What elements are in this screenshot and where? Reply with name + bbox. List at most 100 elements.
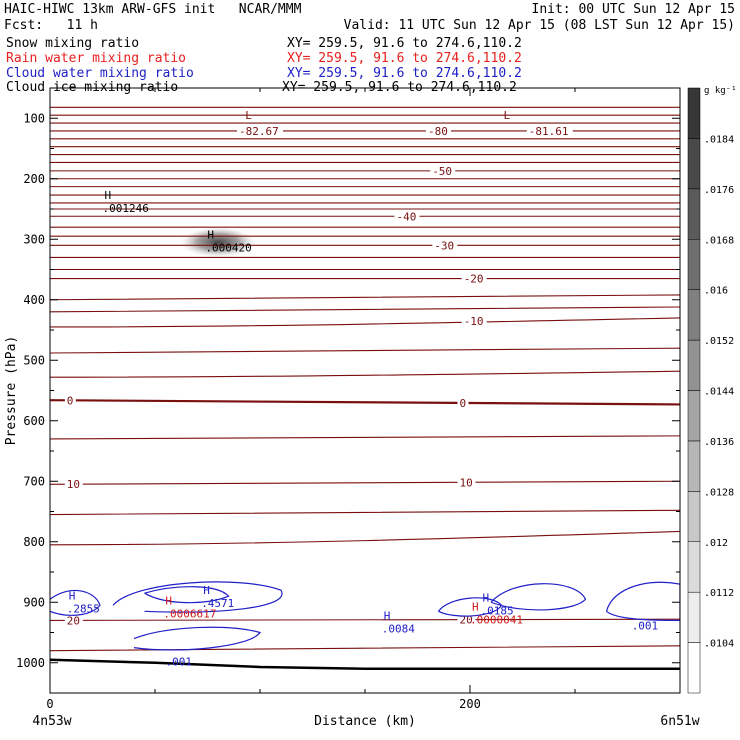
extremum-mark: H [384,609,391,622]
x-axis-label: Distance (km) [314,714,416,729]
snow-maximum-shading [180,227,256,258]
colorbar-bin [687,339,701,391]
isotherm-label: 10 [460,476,473,489]
colorbar-bin [687,87,701,139]
extremum-mark: H [203,584,210,597]
isotherm-label-bg [64,478,83,491]
field-xy-rain: XY= 259.5, 91.6 to 274.6,110.2 [287,51,522,66]
isotherm-line [50,618,680,621]
cloud-water-contour [144,586,230,604]
colorbar-label: .0176 [704,185,734,196]
isotherm-label: -10 [464,315,484,328]
extremum-mark: H [483,591,490,604]
y-tick-label: 600 [23,414,45,428]
field-name-snow: Snow mixing ratio [6,36,140,51]
y-tick-label: 100 [23,111,45,125]
cloud-water-contour [605,581,680,621]
colorbar-label: .0112 [704,588,734,599]
colorbar-unit: g kg⁻¹ [704,86,737,96]
cloud-water-contour [133,626,261,651]
isotherm-line [50,347,680,354]
colorbar-label: .0104 [704,639,734,650]
isotherm-label-bg [461,272,487,285]
y-tick-label: 200 [23,172,45,186]
colorbar-bin [687,188,701,240]
endpoint-right-label: 6n51w [660,714,699,729]
colorbar-bin [687,541,701,593]
extremum-mark: H [165,594,172,607]
colorbar-label: .012 [704,538,728,549]
extremum-mark: H [207,228,214,241]
y-tick-label: 400 [23,293,45,307]
cloud-water-contour [50,589,101,616]
cloud-water-contour [112,581,283,613]
isotherm-label: -82.67 [239,125,279,138]
chart-title: HAIC-HIWC 13km ARW-GFS init NCAR/MMM [4,2,302,17]
field-name-cloud-water: Cloud water mixing ratio [6,66,194,81]
forecast-hour: Fcst: 11 h [4,18,98,33]
extremum-value: .001 [166,656,193,669]
isotherm-line [50,294,680,301]
colorbar: .0104 .0112 .012 .0128 .0136 .0144 .0152 .016 .0… [687,86,737,694]
isotherm-label-bg [64,394,76,407]
isotherm-label: -50 [432,165,452,178]
extremum-value: .0185 [481,604,514,617]
colorbar-bin [687,390,701,442]
isotherm-line [50,530,680,546]
isotherm-line [50,317,680,328]
y-axis-label: Pressure (hPa) [4,336,19,446]
colorbar-label: .0152 [704,336,734,347]
extremum-mark: H [472,600,479,613]
cloud-water-contour [490,583,587,611]
isotherm-label-bg [430,164,456,177]
extremum-mark: L [504,109,511,122]
extremum-value: .0006617 [163,607,216,620]
extremum-value: .0084 [382,622,415,635]
init-time: Init: 00 UTC Sun 12 Apr 15 [531,2,736,17]
isotherm-label-bg [461,315,487,328]
endpoint-left-label: 4n53w [32,714,71,729]
isotherm-label: 10 [67,478,80,491]
colorbar-label: .0136 [704,437,734,448]
y-tick-label: 700 [23,474,45,488]
colorbar-label: .0184 [704,134,734,145]
isotherm-label-bg [394,210,420,223]
isotherm-label: 20 [67,614,80,627]
isotherm-label-bg [526,124,573,137]
extremum-value: .001 [632,619,659,632]
extremum-value: .0000041 [470,613,523,626]
isotherm-line [50,399,680,406]
valid-time: Valid: 11 UTC Sun 12 Apr 15 (08 LST Sun … [343,18,735,33]
y-tick-label: 1000 [16,656,45,670]
surface-pressure-line [50,658,680,671]
colorbar-bin [687,491,701,543]
colorbar-bin [687,289,701,341]
colorbar-bin [687,138,701,190]
plot-area: -82.67 -80 -81.61 -50 -40 -30 -20 -10 0 0 10 10 20 20… [50,106,680,671]
extremum-value: .001246 [103,202,149,215]
x-tick-label: 200 [459,697,481,711]
isotherm-label-bg [64,614,83,627]
colorbar-label: .0168 [704,235,734,246]
isotherm-line [50,480,680,485]
isotherm-label: -80 [428,125,448,138]
isotherm-label: 0 [67,394,74,407]
isotherm-line [50,509,680,516]
isotherm-label: -20 [464,273,484,286]
isotherm-line [50,435,680,440]
isotherm-label-bg [457,396,469,409]
isotherm-label: -40 [397,210,417,223]
y-tick-label: 300 [23,232,45,246]
isotherm-label-bg [432,239,458,252]
y-tick-label: 900 [23,595,45,609]
isotherm-label: -30 [434,239,454,252]
colorbar-bin [687,239,701,290]
y-tick-label: 500 [23,353,45,367]
isotherm-line [50,306,680,313]
y-tick-label: 800 [23,535,45,549]
extremum-mark: H [105,189,112,202]
x-tick-label: 0 [46,697,53,711]
extremum-value: .4571 [201,597,234,610]
